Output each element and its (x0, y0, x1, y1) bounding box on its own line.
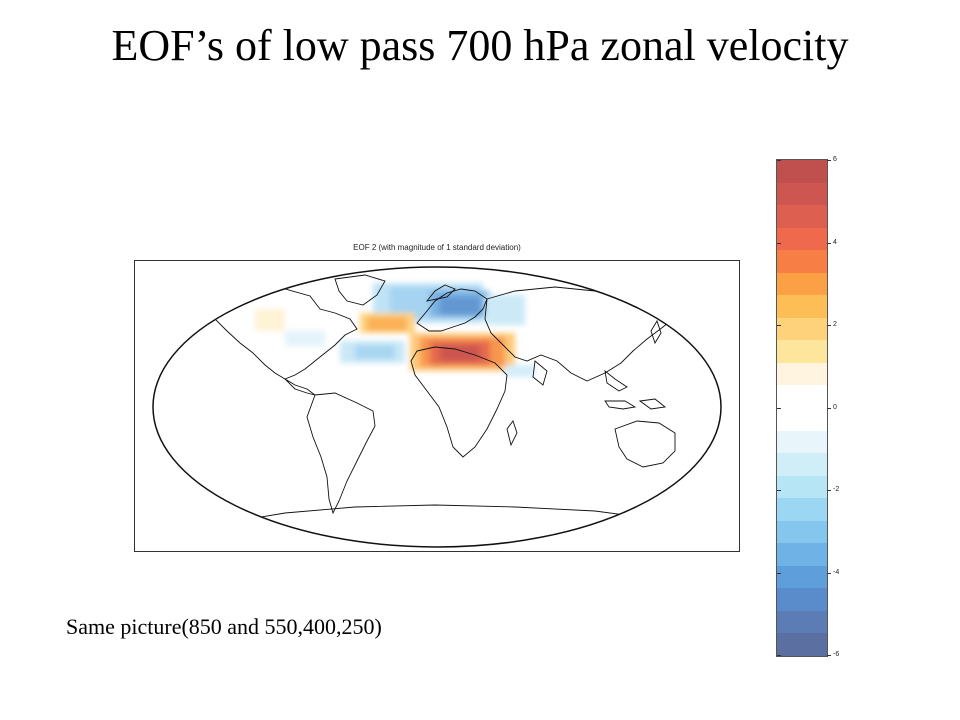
colorbar-tick (827, 325, 831, 326)
colorbar-tick (827, 572, 831, 574)
colorbar-tick-label: -6 (833, 651, 840, 658)
colorbar-swatch (777, 272, 827, 296)
colorbar-tick-label: 6 (833, 156, 837, 163)
colorbar-tick (777, 655, 781, 656)
colorbar-swatch (777, 340, 827, 364)
colorbar-tick (777, 490, 781, 491)
colorbar-tick-label: 4 (833, 238, 837, 246)
colorbar-swatch (777, 498, 827, 522)
map-frame (134, 260, 740, 552)
colorbar-swatch (777, 362, 827, 386)
world-map (152, 266, 722, 548)
colorbar-swatch (777, 453, 827, 477)
colorbar-swatch (777, 565, 827, 589)
colorbar-tick (777, 160, 781, 161)
colorbar-tick-label: 2 (833, 321, 837, 328)
colorbar-swatch (777, 543, 827, 567)
colorbar-swatch (777, 317, 827, 341)
slide-title: EOF’s of low pass 700 hPa zonal velocity (111, 21, 849, 70)
colorbar-swatch (777, 250, 827, 274)
colorbar-tick (827, 242, 831, 244)
caption: Same picture(850 and 550,400,250) (66, 614, 382, 639)
colorbar-tick-label: -2 (833, 486, 840, 493)
colorbar-swatch (777, 385, 827, 409)
colorbar-tick (827, 490, 831, 491)
colorbar-tick (777, 325, 781, 326)
colorbar-swatch (777, 610, 827, 634)
colorbar-swatch (777, 205, 827, 229)
globe-outline (152, 266, 722, 548)
colorbar-swatch (777, 475, 827, 499)
colorbar-swatch (777, 182, 827, 206)
colorbar-swatch (777, 633, 827, 657)
colorbar-swatch (777, 430, 827, 454)
colorbar-swatch (777, 295, 827, 319)
colorbar-swatch (777, 588, 827, 612)
anomaly-shading (255, 283, 535, 377)
colorbar-tick (777, 572, 781, 574)
coastlines (204, 274, 696, 530)
colorbar-tick (827, 407, 831, 409)
colorbar (776, 159, 828, 657)
colorbar-swatch (777, 160, 827, 184)
colorbar-tick-label: 0 (833, 403, 837, 411)
colorbar-tick (777, 242, 781, 244)
colorbar-tick-label: -4 (833, 568, 840, 576)
colorbar-swatch (777, 227, 827, 251)
colorbar-swatch (777, 520, 827, 544)
colorbar-tick (827, 160, 831, 161)
colorbar-swatch (777, 408, 827, 432)
colorbar-tick (827, 655, 831, 656)
colorbar-tick (777, 407, 781, 409)
map-title: EOF 2 (with magnitude of 1 standard devi… (353, 243, 521, 252)
